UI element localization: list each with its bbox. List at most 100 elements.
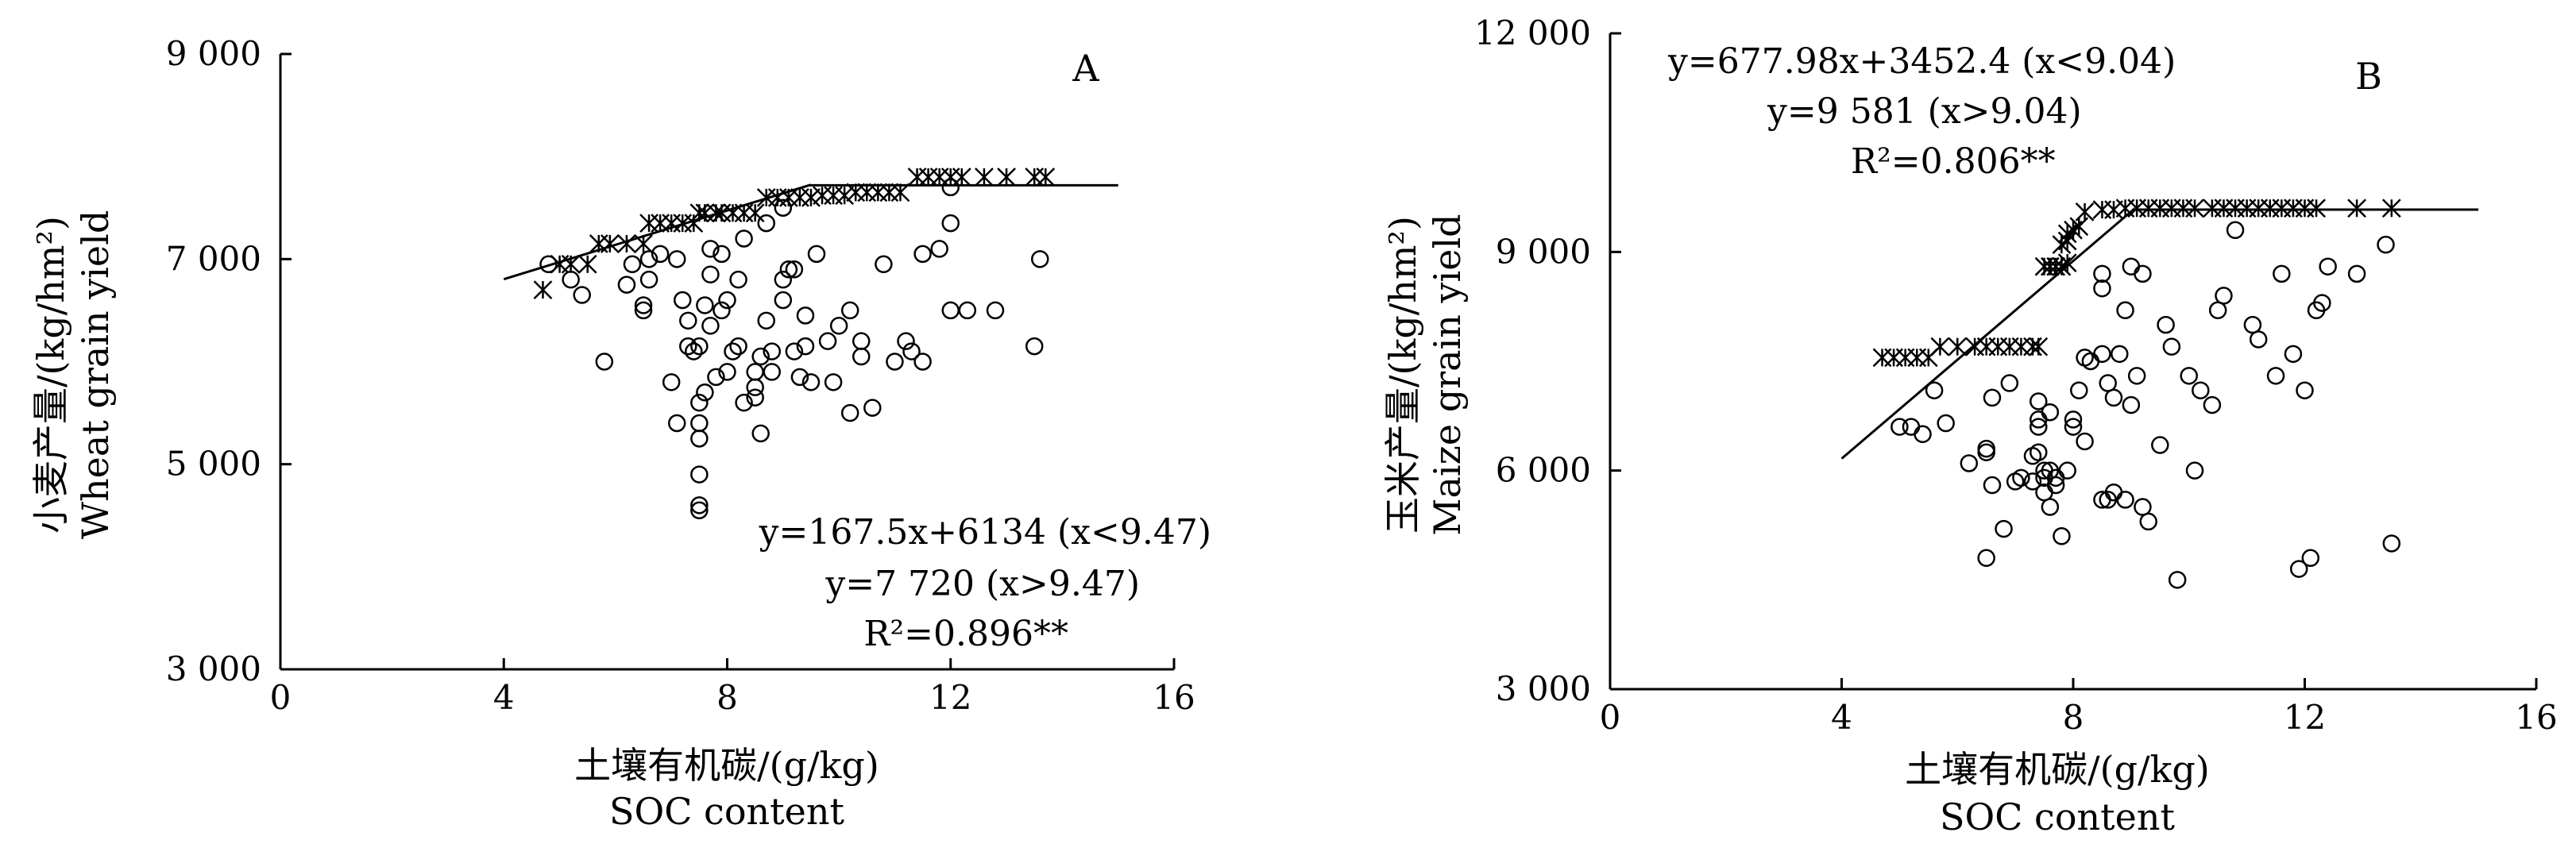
panel-b-point-circle bbox=[2023, 447, 2042, 465]
panel-b-point-asterisk bbox=[2069, 217, 2089, 237]
panel-a-point-circle bbox=[690, 337, 709, 356]
panel-a-y-tick-label: 7 000 bbox=[166, 239, 261, 278]
panel-b-point-circle bbox=[2053, 527, 2071, 545]
panel-b-point-circle bbox=[2122, 257, 2141, 276]
panel-b-point-circle bbox=[2046, 476, 2065, 495]
panel-a-x-tick-label: 8 bbox=[716, 678, 738, 717]
panel-a-x-tick-label: 16 bbox=[1153, 678, 1195, 717]
panel-a-point-circle bbox=[617, 276, 636, 294]
panel-a-point-circle bbox=[639, 270, 658, 289]
panel-a-point-circle bbox=[790, 368, 809, 387]
panel-a-point-circle bbox=[651, 245, 670, 264]
panel-b-point-asterisk bbox=[2347, 198, 2366, 218]
panel-b-point-circle bbox=[2249, 330, 2268, 349]
panel-a-x-label-en: SOC content bbox=[609, 790, 844, 833]
panel-a-point-asterisk bbox=[577, 254, 597, 274]
panel-b-ticks: 0 4 8 12 16 3 000 6 000 9 000 12 000 bbox=[1474, 13, 2558, 737]
panel-a-point-circle bbox=[595, 353, 614, 371]
panel-a-point-circle bbox=[1031, 250, 1049, 268]
panel-b-point-circle bbox=[2127, 367, 2146, 385]
panel-a-point-circle bbox=[757, 214, 775, 233]
panel-a-point-asterisk bbox=[975, 168, 994, 187]
panel-a-point-circle bbox=[679, 311, 697, 330]
panel-a-point-circle bbox=[774, 270, 793, 289]
panel-a-point-circle bbox=[724, 342, 742, 360]
panel-b-point-circle bbox=[1925, 381, 1944, 399]
panel-a-label: A bbox=[1072, 47, 1099, 90]
panel-a: 0 4 8 12 16 3 000 5 000 7 000 9 000 A y=167.5x+6… bbox=[29, 34, 1211, 833]
panel-b-point-circle bbox=[2111, 345, 2129, 364]
panel-b-point-circle bbox=[2099, 374, 2117, 392]
panel-b-x-tick-label: 0 bbox=[1600, 698, 1621, 737]
panel-b-point-circle bbox=[2030, 418, 2048, 436]
panel-a-point-circle bbox=[573, 286, 591, 304]
panel-a-point-circle bbox=[863, 399, 882, 417]
panel-b-y-tick-label: 3 000 bbox=[1496, 669, 1591, 708]
panel-b-point-circle bbox=[2081, 352, 2100, 371]
panel-a-point-circle bbox=[913, 245, 932, 264]
panel-a-point-circle bbox=[897, 332, 915, 350]
panel-a-point-circle bbox=[696, 383, 714, 402]
panel-a-point-circle bbox=[718, 291, 736, 310]
panel-b-y-tick-label: 6 000 bbox=[1496, 451, 1591, 490]
panel-b-point-circle bbox=[1902, 418, 1921, 436]
panel-a-point-circle bbox=[829, 317, 848, 335]
panel-a-x-tick-label: 12 bbox=[929, 678, 971, 717]
panel-b-point-circle bbox=[2058, 461, 2076, 480]
panel-b-equation-line-2: y=9 581 (x>9.04) bbox=[1767, 91, 2082, 132]
panel-b-point-circle bbox=[2226, 221, 2245, 240]
panel-a-point-circle bbox=[746, 363, 764, 381]
panel-a-y-label-en: Wheat grain yield bbox=[74, 210, 117, 540]
panel-b-point-circle bbox=[2134, 498, 2152, 516]
panel-a-y-tick-label: 3 000 bbox=[166, 649, 261, 688]
panel-b-point-circle bbox=[2076, 349, 2094, 367]
panel-a-ticks: 0 4 8 12 16 3 000 5 000 7 000 9 000 bbox=[166, 34, 1195, 717]
panel-a-point-circle bbox=[735, 229, 753, 248]
panel-b-y-label: 玉米产量/(kg/hm²) bbox=[1381, 216, 1424, 534]
panel-a-point-circle bbox=[941, 214, 960, 233]
panel-b-point-asterisk bbox=[2057, 253, 2077, 272]
panel-a-point-circle bbox=[685, 342, 703, 360]
panel-a-point-circle bbox=[751, 347, 770, 366]
panel-b-point-circle bbox=[2064, 418, 2083, 436]
panel-b-point-asterisk bbox=[1930, 337, 1950, 356]
panel-a-fit-line bbox=[503, 183, 1118, 281]
panel-b-point-circle bbox=[2041, 498, 2060, 516]
panel-a-point-circle bbox=[763, 363, 781, 381]
panel-a-point-circle bbox=[701, 265, 720, 283]
panel-a-point-circle bbox=[886, 353, 904, 371]
panel-a-point-asterisk bbox=[533, 280, 553, 299]
panel-a-point-circle bbox=[690, 501, 709, 520]
panel-b-point-circle bbox=[2122, 395, 2141, 414]
panel-b: 0 4 8 12 16 3 000 6 000 9 000 12 000 B y=677.98x… bbox=[1381, 13, 2558, 838]
panel-b-point-circle bbox=[2203, 395, 2222, 414]
panel-b-point-asterisk bbox=[2185, 198, 2204, 218]
panel-a-point-circle bbox=[729, 270, 747, 289]
panel-a-point-asterisk bbox=[835, 186, 855, 206]
panel-a-equation-line-1: y=167.5x+6134 (x<9.47) bbox=[759, 512, 1211, 553]
panel-b-x-tick-label: 8 bbox=[2063, 698, 2084, 737]
panel-b-equation-line-3: R²=0.806** bbox=[1851, 141, 2056, 182]
panel-b-point-circle bbox=[2035, 483, 2053, 502]
panel-b-point-circle bbox=[1977, 443, 1995, 461]
panel-a-y-tick-label: 5 000 bbox=[166, 445, 261, 484]
panel-b-y-label-en: Maize grain yield bbox=[1426, 214, 1469, 535]
panel-a-point-circle bbox=[735, 393, 753, 412]
panel-b-point-asterisk bbox=[2075, 202, 2095, 222]
panel-b-point-circle bbox=[1937, 414, 1955, 433]
panel-b-point-circle bbox=[1995, 519, 2013, 538]
panel-a-point-circle bbox=[679, 337, 697, 356]
panel-a-point-circle bbox=[623, 255, 642, 274]
panel-b-point-circle bbox=[2215, 287, 2233, 305]
panel-a-point-circle bbox=[667, 414, 686, 433]
panel-a-point-circle bbox=[729, 337, 747, 356]
panel-b-point-circle bbox=[2064, 410, 2083, 429]
panel-b-point-circle bbox=[2116, 491, 2134, 509]
panel-b-point-circle bbox=[2243, 315, 2262, 334]
panel-a-point-circle bbox=[718, 363, 736, 381]
panel-b-point-circle bbox=[2041, 403, 2060, 422]
panel-a-point-asterisk bbox=[600, 234, 620, 253]
panel-b-point-circle bbox=[1914, 425, 1932, 444]
panel-a-point-circle bbox=[757, 311, 775, 330]
panel-b-point-circle bbox=[2192, 381, 2210, 399]
